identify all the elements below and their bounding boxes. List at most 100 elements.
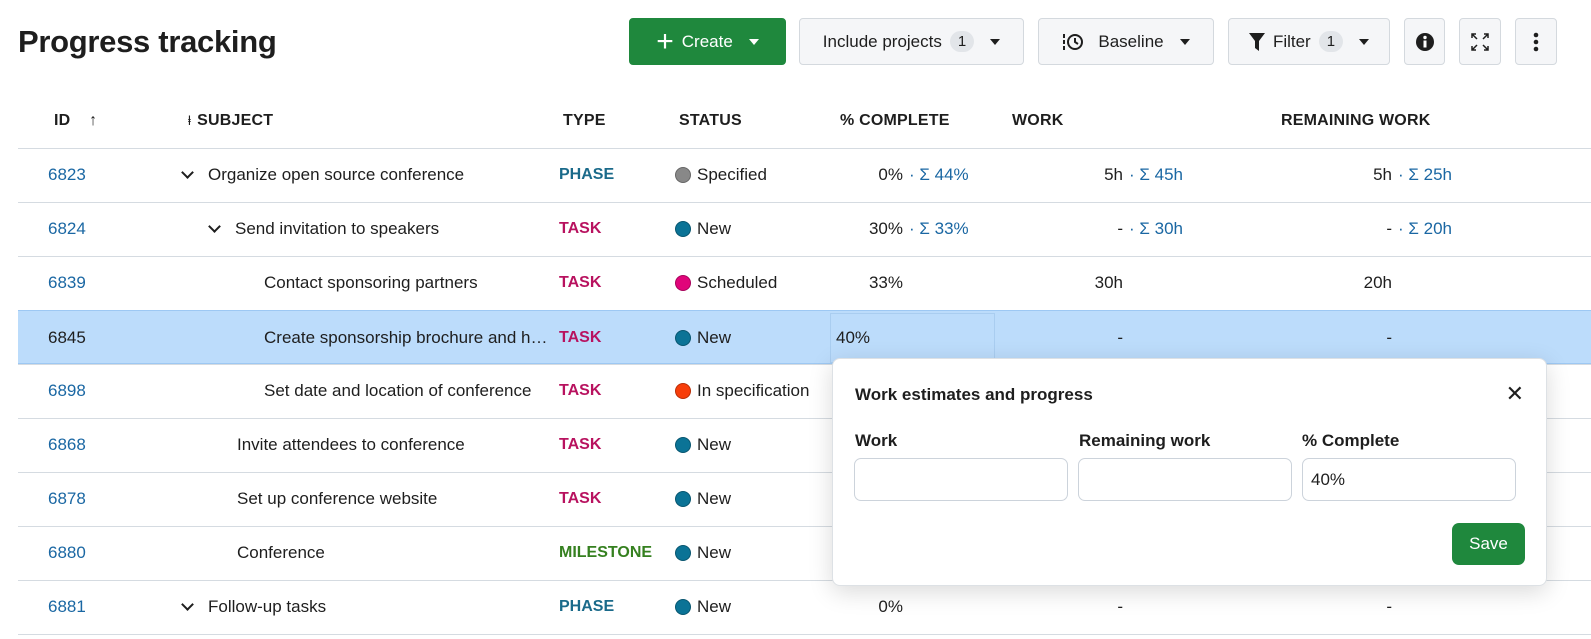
work-package-id-link[interactable]: 6880 [48, 543, 86, 562]
work-value: 5h [1104, 165, 1123, 184]
table-row[interactable]: 6824 Send invitation to speakers TASK Ne… [18, 202, 1591, 256]
fullscreen-icon [1471, 32, 1489, 51]
status-cell[interactable]: New [675, 580, 731, 634]
subject-cell: Send invitation to speakers [208, 202, 439, 256]
percent-complete-cell[interactable]: 33% [733, 256, 903, 310]
remaining-work-cell[interactable]: 5h [1222, 148, 1392, 202]
more-menu-button[interactable] [1515, 18, 1557, 65]
create-button[interactable]: + Create [629, 18, 786, 65]
remaining-work-value: - [1386, 219, 1392, 238]
column-header-work[interactable]: WORK [1012, 112, 1064, 129]
table-row[interactable]: 6839 Contact sponsoring partners TASK Sc… [18, 256, 1591, 310]
column-header-subject[interactable]: ⱡ SUBJECT [188, 112, 273, 130]
work-cell[interactable]: - [953, 580, 1123, 634]
status-dot-icon [675, 437, 691, 453]
work-input[interactable] [854, 458, 1068, 501]
work-package-id-link[interactable]: 6878 [48, 489, 86, 508]
status-cell[interactable]: Specified [675, 148, 767, 202]
status-dot-icon [675, 491, 691, 507]
status-dot-icon [675, 275, 691, 291]
percent-complete-value: 33% [868, 273, 903, 292]
work-value: - [1117, 219, 1123, 238]
work-package-id-link[interactable]: 6845 [48, 328, 86, 347]
column-header-status[interactable]: STATUS [679, 112, 742, 129]
divider [18, 634, 1591, 635]
remaining-work-input[interactable] [1078, 458, 1292, 501]
work-package-id-link[interactable]: 6868 [48, 435, 86, 454]
chevron-down-icon[interactable] [208, 220, 221, 233]
status-cell[interactable]: In specification [675, 364, 809, 418]
percent-complete-cell[interactable]: 0% [733, 580, 903, 634]
remaining-work-cell[interactable]: - [1222, 580, 1392, 634]
column-header-remaining-work[interactable]: REMAINING WORK [1281, 112, 1431, 129]
remaining-work-cell[interactable]: - [1222, 202, 1392, 256]
column-header-percent-complete[interactable]: % COMPLETE [840, 112, 950, 129]
status-cell[interactable]: Scheduled [675, 256, 777, 310]
subject-cell: Create sponsorship brochure and hand-out… [264, 311, 549, 365]
table-row[interactable]: 6880 Conference MILESTONE New [18, 526, 1591, 580]
work-cell[interactable]: - [953, 311, 1123, 365]
baseline-button[interactable]: Baseline [1038, 18, 1214, 65]
work-label: Work [855, 431, 898, 450]
work-package-id-link[interactable]: 6823 [48, 165, 86, 184]
popover-title: Work estimates and progress [855, 385, 1093, 404]
divider [18, 580, 1591, 581]
work-package-id-link[interactable]: 6824 [48, 219, 86, 238]
save-button[interactable]: Save [1452, 523, 1525, 565]
chevron-down-icon[interactable] [181, 598, 194, 611]
work-cell[interactable]: 5h [953, 148, 1123, 202]
table-row[interactable]: 6868 Invite attendees to conference TASK… [18, 418, 1591, 472]
percent-complete-value: 0% [878, 597, 903, 616]
percent-complete-input[interactable] [1302, 458, 1516, 501]
status-dot-icon [675, 383, 691, 399]
type-cell: PHASE [559, 166, 615, 183]
status-dot-icon [675, 221, 691, 237]
status-dot-icon [675, 545, 691, 561]
column-header-type[interactable]: TYPE [563, 112, 606, 129]
percent-complete-value: 40% [836, 328, 871, 347]
percent-complete-cell[interactable]: 30% [733, 202, 903, 256]
fullscreen-button[interactable] [1459, 18, 1501, 65]
percent-complete-sum-cell: · Σ 33% [903, 202, 969, 256]
status-cell[interactable]: New [675, 526, 731, 580]
status-text: New [697, 328, 732, 347]
status-cell[interactable]: New [675, 311, 731, 365]
work-package-id-link[interactable]: 6881 [48, 597, 86, 616]
remaining-work-cell[interactable]: 20h [1222, 256, 1392, 310]
chevron-down-icon[interactable] [181, 166, 194, 179]
status-cell[interactable]: New [675, 202, 731, 256]
percent-complete-cell[interactable]: 0% [733, 148, 903, 202]
remaining-work-cell[interactable]: - [1222, 311, 1392, 365]
close-icon[interactable]: ✕ [1505, 381, 1524, 406]
include-projects-button[interactable]: Include projects 1 [799, 18, 1024, 65]
percent-complete-value: 30% [868, 219, 903, 238]
filter-icon [1248, 32, 1265, 51]
table-row[interactable]: 6823 Organize open source conference PHA… [18, 148, 1591, 202]
status-dot-icon [675, 330, 691, 346]
column-header-id[interactable]: ID ↑ [54, 112, 97, 130]
status-text: New [697, 543, 732, 562]
status-cell[interactable]: New [675, 472, 731, 526]
info-button[interactable] [1404, 18, 1445, 65]
status-text: New [697, 219, 732, 238]
remaining-work-value: 5h [1373, 165, 1392, 184]
table-row[interactable]: 6881 Follow-up tasks PHASE New 0% - - [18, 580, 1591, 634]
work-cell[interactable]: 30h [953, 256, 1123, 310]
sum-value: · Σ 33% [909, 219, 969, 238]
percent-complete-sum-cell: · Σ 44% [903, 148, 969, 202]
page-title: Progress tracking [18, 24, 277, 59]
status-dot-icon [675, 599, 691, 615]
status-cell[interactable]: New [675, 418, 731, 472]
table-row[interactable]: 6845 Create sponsorship brochure and han… [18, 310, 1591, 364]
table-row[interactable]: 6898 Set date and location of conference… [18, 364, 1591, 418]
filter-button[interactable]: Filter 1 [1228, 18, 1390, 65]
baseline-label: Baseline [1098, 31, 1164, 51]
work-package-id-link[interactable]: 6898 [48, 381, 86, 400]
work-package-id-link[interactable]: 6839 [48, 273, 86, 292]
sum-value: · Σ 45h [1129, 165, 1183, 184]
subject-text: Contact sponsoring partners [264, 273, 478, 292]
divider [18, 526, 1591, 527]
sum-value: · Σ 44% [909, 165, 969, 184]
work-cell[interactable]: - [953, 202, 1123, 256]
table-row[interactable]: 6878 Set up conference website TASK New [18, 472, 1591, 526]
